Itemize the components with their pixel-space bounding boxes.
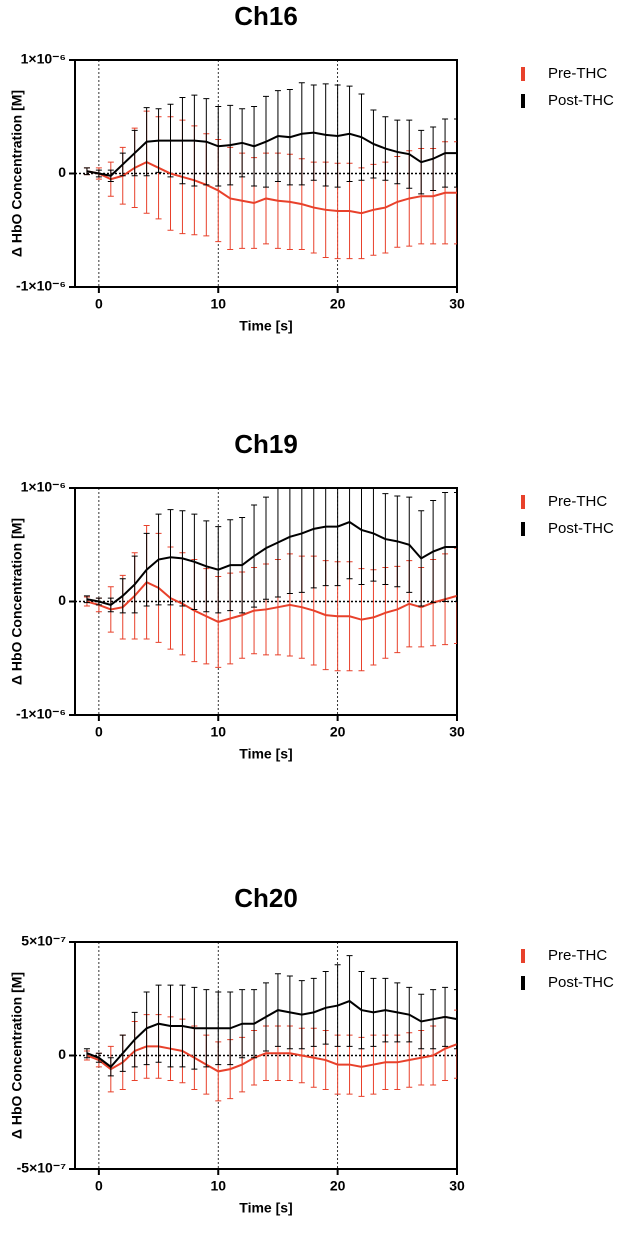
- series: [83, 82, 457, 195]
- series-line: [86, 131, 457, 177]
- chart-title: Ch16: [234, 1, 298, 31]
- x-tick-label: 30: [449, 296, 465, 312]
- y-tick-label: 5×10⁻⁷: [21, 933, 66, 949]
- error-bar: [454, 118, 457, 188]
- legend-label: Pre-THC: [548, 65, 607, 82]
- legend-label: Post-THC: [548, 974, 614, 991]
- x-tick-label: 20: [330, 724, 346, 740]
- y-axis-label: Δ HbO Concentration [M]: [9, 518, 25, 685]
- legend-label: Post-THC: [548, 92, 614, 109]
- x-tick-label: 0: [95, 296, 103, 312]
- legend-marker: [521, 522, 525, 536]
- error-bar: [454, 1009, 457, 1079]
- error-bar: [454, 492, 457, 602]
- legend-label: Pre-THC: [548, 947, 607, 964]
- x-tick-label: 20: [330, 296, 346, 312]
- series-line: [86, 999, 457, 1069]
- y-axis-label: Δ HbO Concentration [M]: [9, 972, 25, 1139]
- legend-label: Pre-THC: [548, 493, 607, 510]
- legend-marker: [521, 94, 525, 108]
- error-bar: [83, 167, 90, 176]
- y-axis-label: Δ HbO Concentration [M]: [9, 90, 25, 257]
- legend-marker: [521, 67, 525, 81]
- y-tick-label: 1×10⁻⁶: [21, 51, 66, 67]
- y-tick-label: 0: [58, 164, 66, 180]
- series: [83, 488, 457, 614]
- x-axis-label: Time [s]: [239, 746, 292, 762]
- x-tick-label: 30: [449, 1178, 465, 1194]
- x-tick-label: 0: [95, 724, 103, 740]
- x-tick-label: 20: [330, 1178, 346, 1194]
- y-tick-label: -1×10⁻⁶: [16, 706, 66, 722]
- series-line: [86, 520, 457, 606]
- x-tick-label: 0: [95, 1178, 103, 1194]
- error-bar: [83, 595, 90, 604]
- legend-marker: [521, 976, 525, 990]
- y-tick-label: 0: [58, 1046, 66, 1062]
- series-line: [86, 580, 457, 623]
- y-tick-label: -5×10⁻⁷: [17, 1160, 67, 1176]
- x-tick-label: 10: [210, 1178, 226, 1194]
- series: [83, 524, 457, 672]
- error-bar: [454, 141, 457, 245]
- x-tick-label: 30: [449, 724, 465, 740]
- x-axis-label: Time [s]: [239, 1200, 292, 1216]
- x-tick-label: 10: [210, 724, 226, 740]
- chart-title: Ch19: [234, 429, 298, 459]
- legend-marker: [521, 949, 525, 963]
- series-line: [86, 161, 457, 215]
- chart-title: Ch20: [234, 883, 298, 913]
- y-tick-label: 0: [58, 592, 66, 608]
- y-tick-label: -1×10⁻⁶: [16, 278, 66, 294]
- error-bar: [454, 547, 457, 644]
- chart: Ch16 -1×10⁻⁶ 0 1×10⁻⁶ 0 10 20 30 Time [s] Δ HbO C…: [9, 1, 614, 334]
- legend-label: Post-THC: [548, 520, 614, 537]
- x-tick-label: 10: [210, 296, 226, 312]
- chart: Ch20 -5×10⁻⁷ 0 5×10⁻⁷ 0 10 20 30 Time [s] Δ HbO C…: [9, 883, 614, 1216]
- legend-marker: [521, 495, 525, 509]
- error-bar: [454, 989, 457, 1050]
- error-bar: [83, 1048, 90, 1059]
- series: [83, 955, 457, 1077]
- series-line: [86, 1043, 457, 1073]
- y-tick-label: 1×10⁻⁶: [21, 479, 66, 495]
- chart: Ch19 -1×10⁻⁶ 0 1×10⁻⁶ 0 10 20 30 Time [s] Δ HbO C…: [9, 429, 614, 762]
- x-axis-label: Time [s]: [239, 318, 292, 334]
- series: [83, 110, 457, 260]
